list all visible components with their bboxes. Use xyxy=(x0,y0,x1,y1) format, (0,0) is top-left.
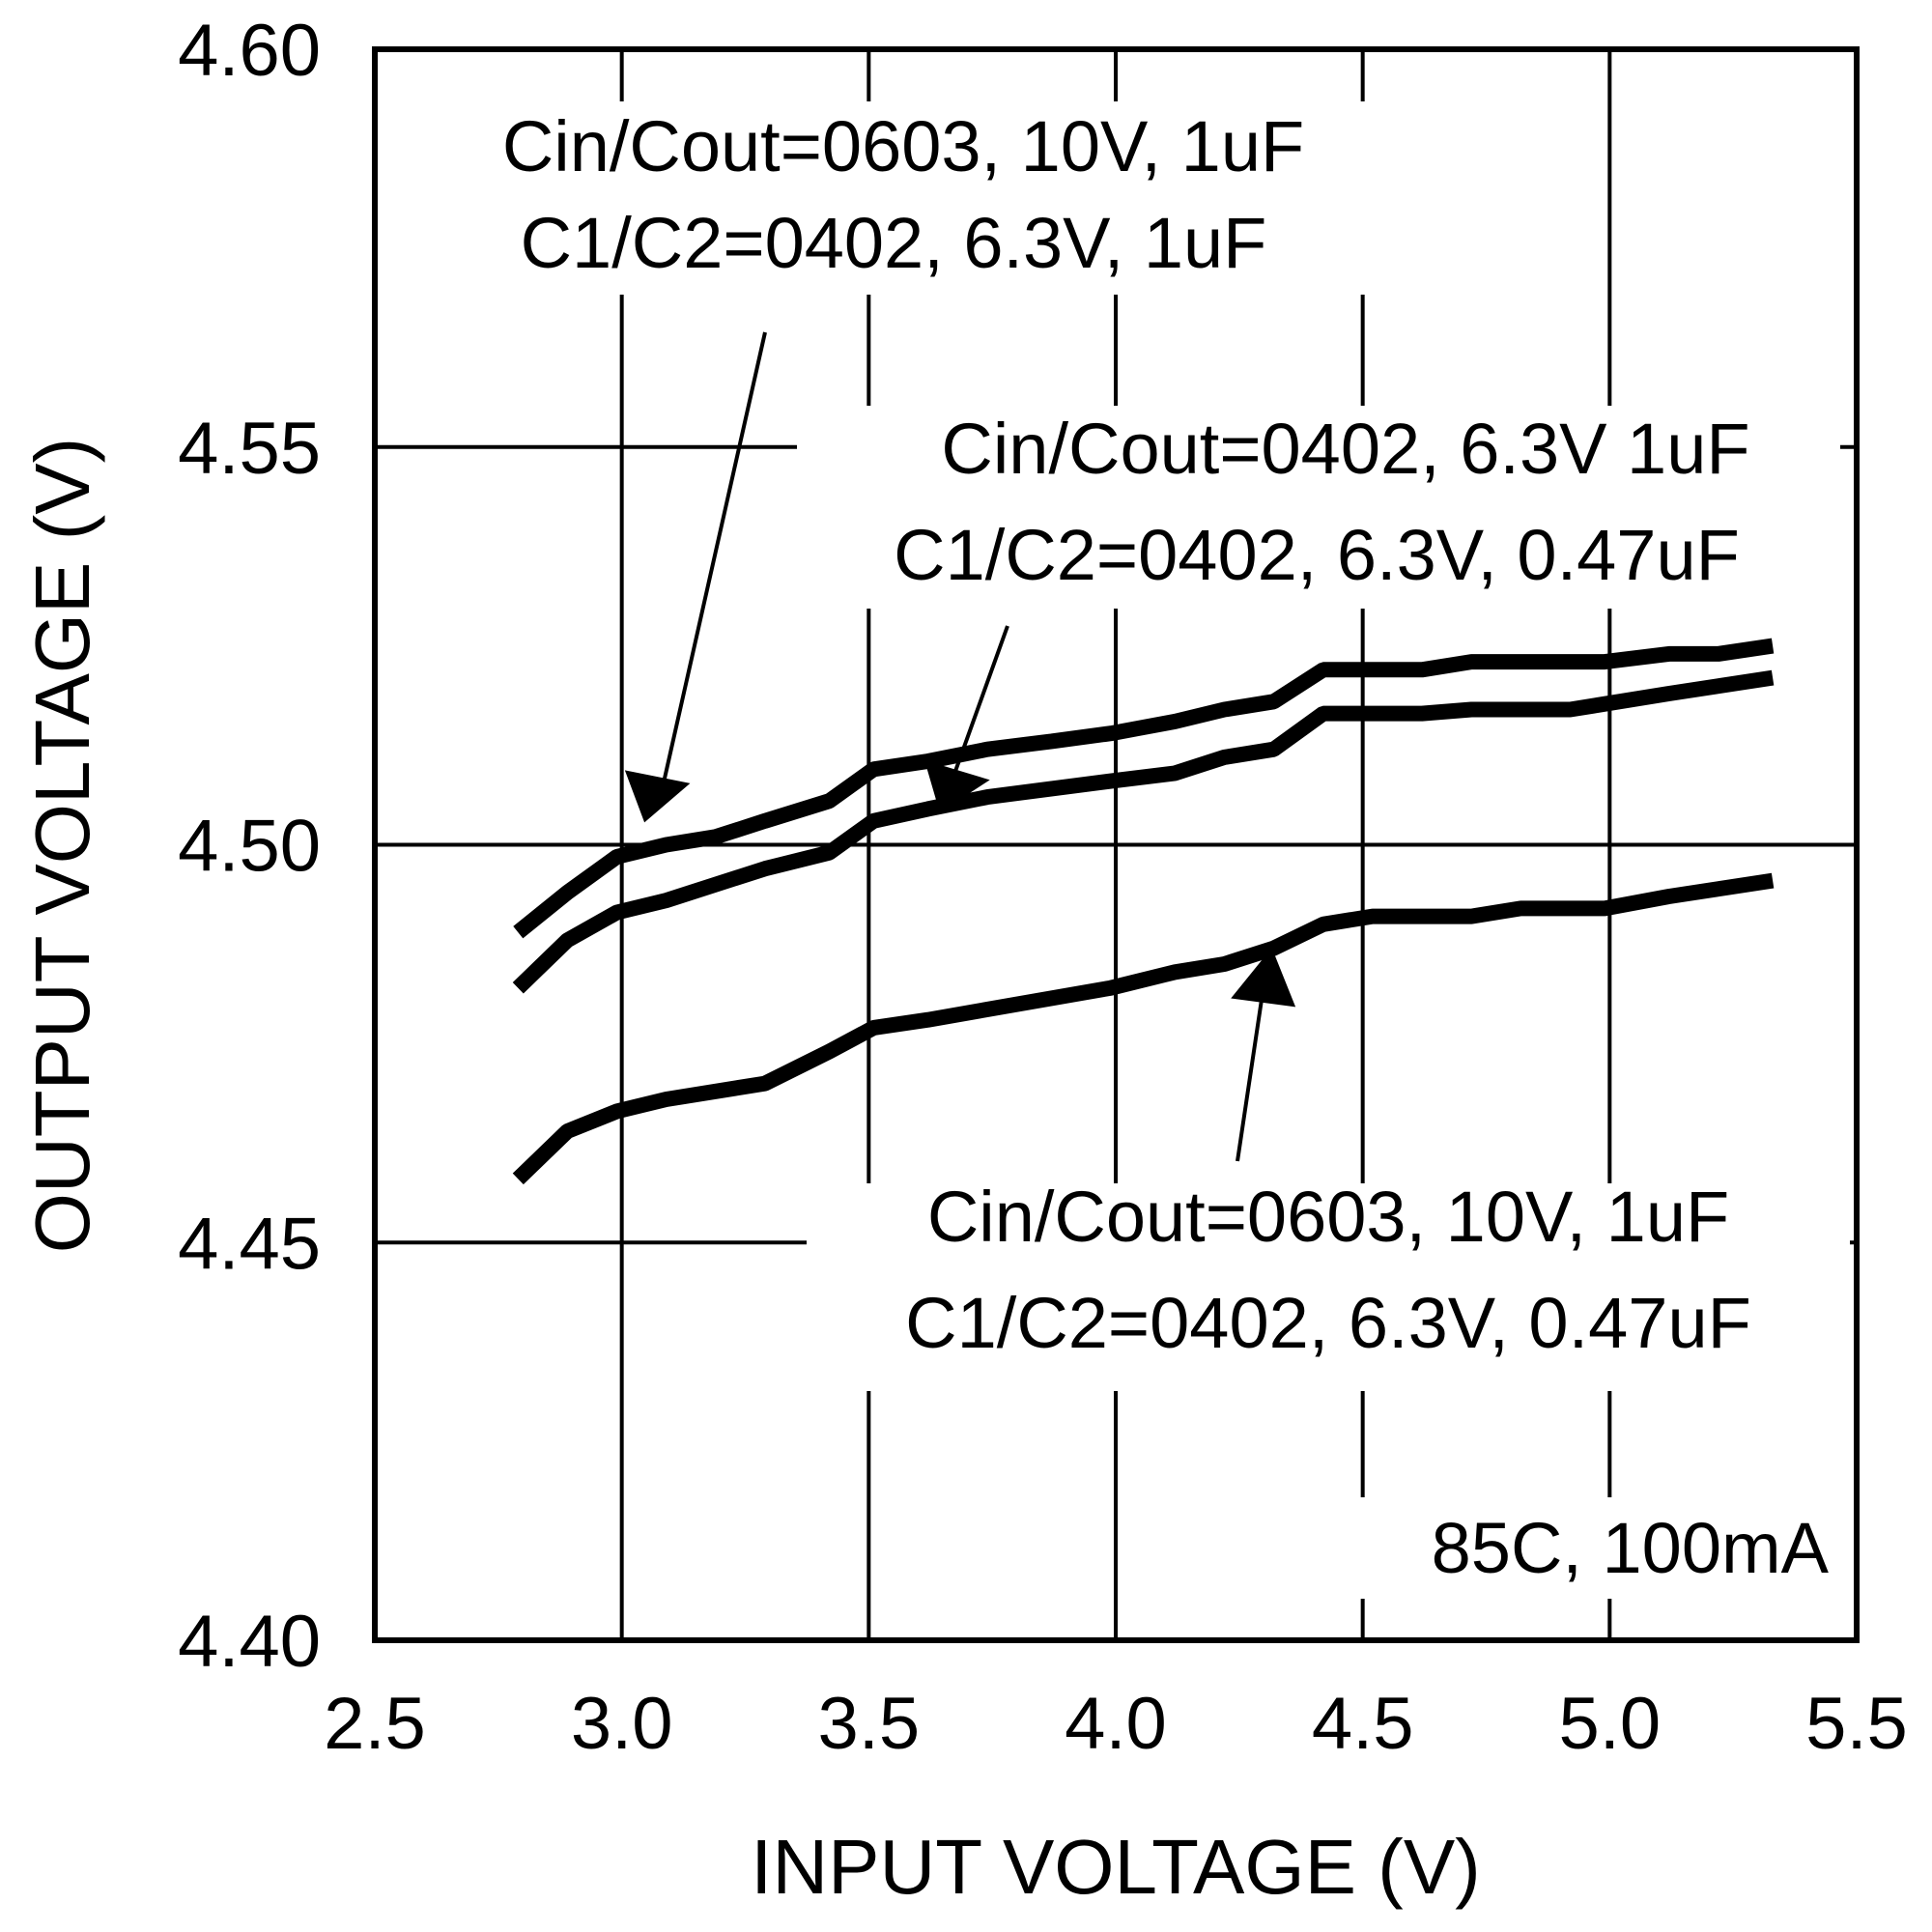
y-tick-label: 4.50 xyxy=(178,806,321,888)
x-tick-label: 4.5 xyxy=(1312,1683,1414,1765)
annotation-series-3-line-1: Cin/Cout=0603, 10V, 1uF xyxy=(927,1177,1729,1257)
condition-label: 85C, 100mA xyxy=(1432,1508,1830,1588)
x-tick-label: 5.0 xyxy=(1559,1683,1662,1765)
series-line-1 xyxy=(513,638,1775,939)
label-backgrounds xyxy=(411,101,1850,1599)
x-axis-title: INPUT VOLTAGE (V) xyxy=(751,1824,1481,1910)
data-series xyxy=(512,638,1775,1185)
x-tick-label: 5.5 xyxy=(1805,1683,1908,1765)
annotation-series-1-line-1: Cin/Cout=0603, 10V, 1uF xyxy=(502,106,1304,186)
y-tick-label: 4.60 xyxy=(178,10,321,92)
annotation-series-3: Cin/Cout=0603, 10V, 1uF C1/C2=0402, 6.3V… xyxy=(905,1177,1751,1363)
y-tick-label: 4.40 xyxy=(178,1601,321,1683)
annotation-series-2-line-1: Cin/Cout=0402, 6.3V 1uF xyxy=(941,409,1749,489)
x-tick-label: 3.0 xyxy=(571,1683,673,1765)
annotation-series-1-line-2: C1/C2=0402, 6.3V, 1uF xyxy=(521,203,1267,283)
arrow-icon-series-2 xyxy=(924,625,1009,813)
x-axis-tick-labels: 2.5 3.0 3.5 4.0 4.5 5.0 5.5 xyxy=(324,1683,1908,1765)
plot-frame xyxy=(372,46,1860,1643)
y-tick-label: 4.45 xyxy=(178,1203,321,1285)
annotation-series-1: Cin/Cout=0603, 10V, 1uF C1/C2=0402, 6.3V… xyxy=(502,106,1304,283)
series-line-3 xyxy=(512,872,1775,1185)
annotation-series-2-line-2: C1/C2=0402, 6.3V, 0.47uF xyxy=(894,515,1740,595)
y-axis-title: OUTPUT VOLTAGE (V) xyxy=(19,438,105,1254)
y-tick-label: 4.55 xyxy=(178,408,321,490)
x-tick-label: 2.5 xyxy=(324,1683,426,1765)
annotation-arrows xyxy=(624,331,1296,1162)
series-line-2 xyxy=(512,669,1775,994)
x-tick-label: 4.0 xyxy=(1065,1683,1167,1765)
y-axis-tick-labels: 4.40 4.45 4.50 4.55 4.60 xyxy=(178,10,321,1683)
x-tick-label: 3.5 xyxy=(818,1683,921,1765)
annotation-series-3-line-2: C1/C2=0402, 6.3V, 0.47uF xyxy=(905,1283,1751,1363)
arrow-icon-series-3 xyxy=(1231,948,1296,1162)
arrow-icon-series-1 xyxy=(624,331,767,823)
annotation-series-2: Cin/Cout=0402, 6.3V 1uF C1/C2=0402, 6.3V… xyxy=(894,409,1749,595)
